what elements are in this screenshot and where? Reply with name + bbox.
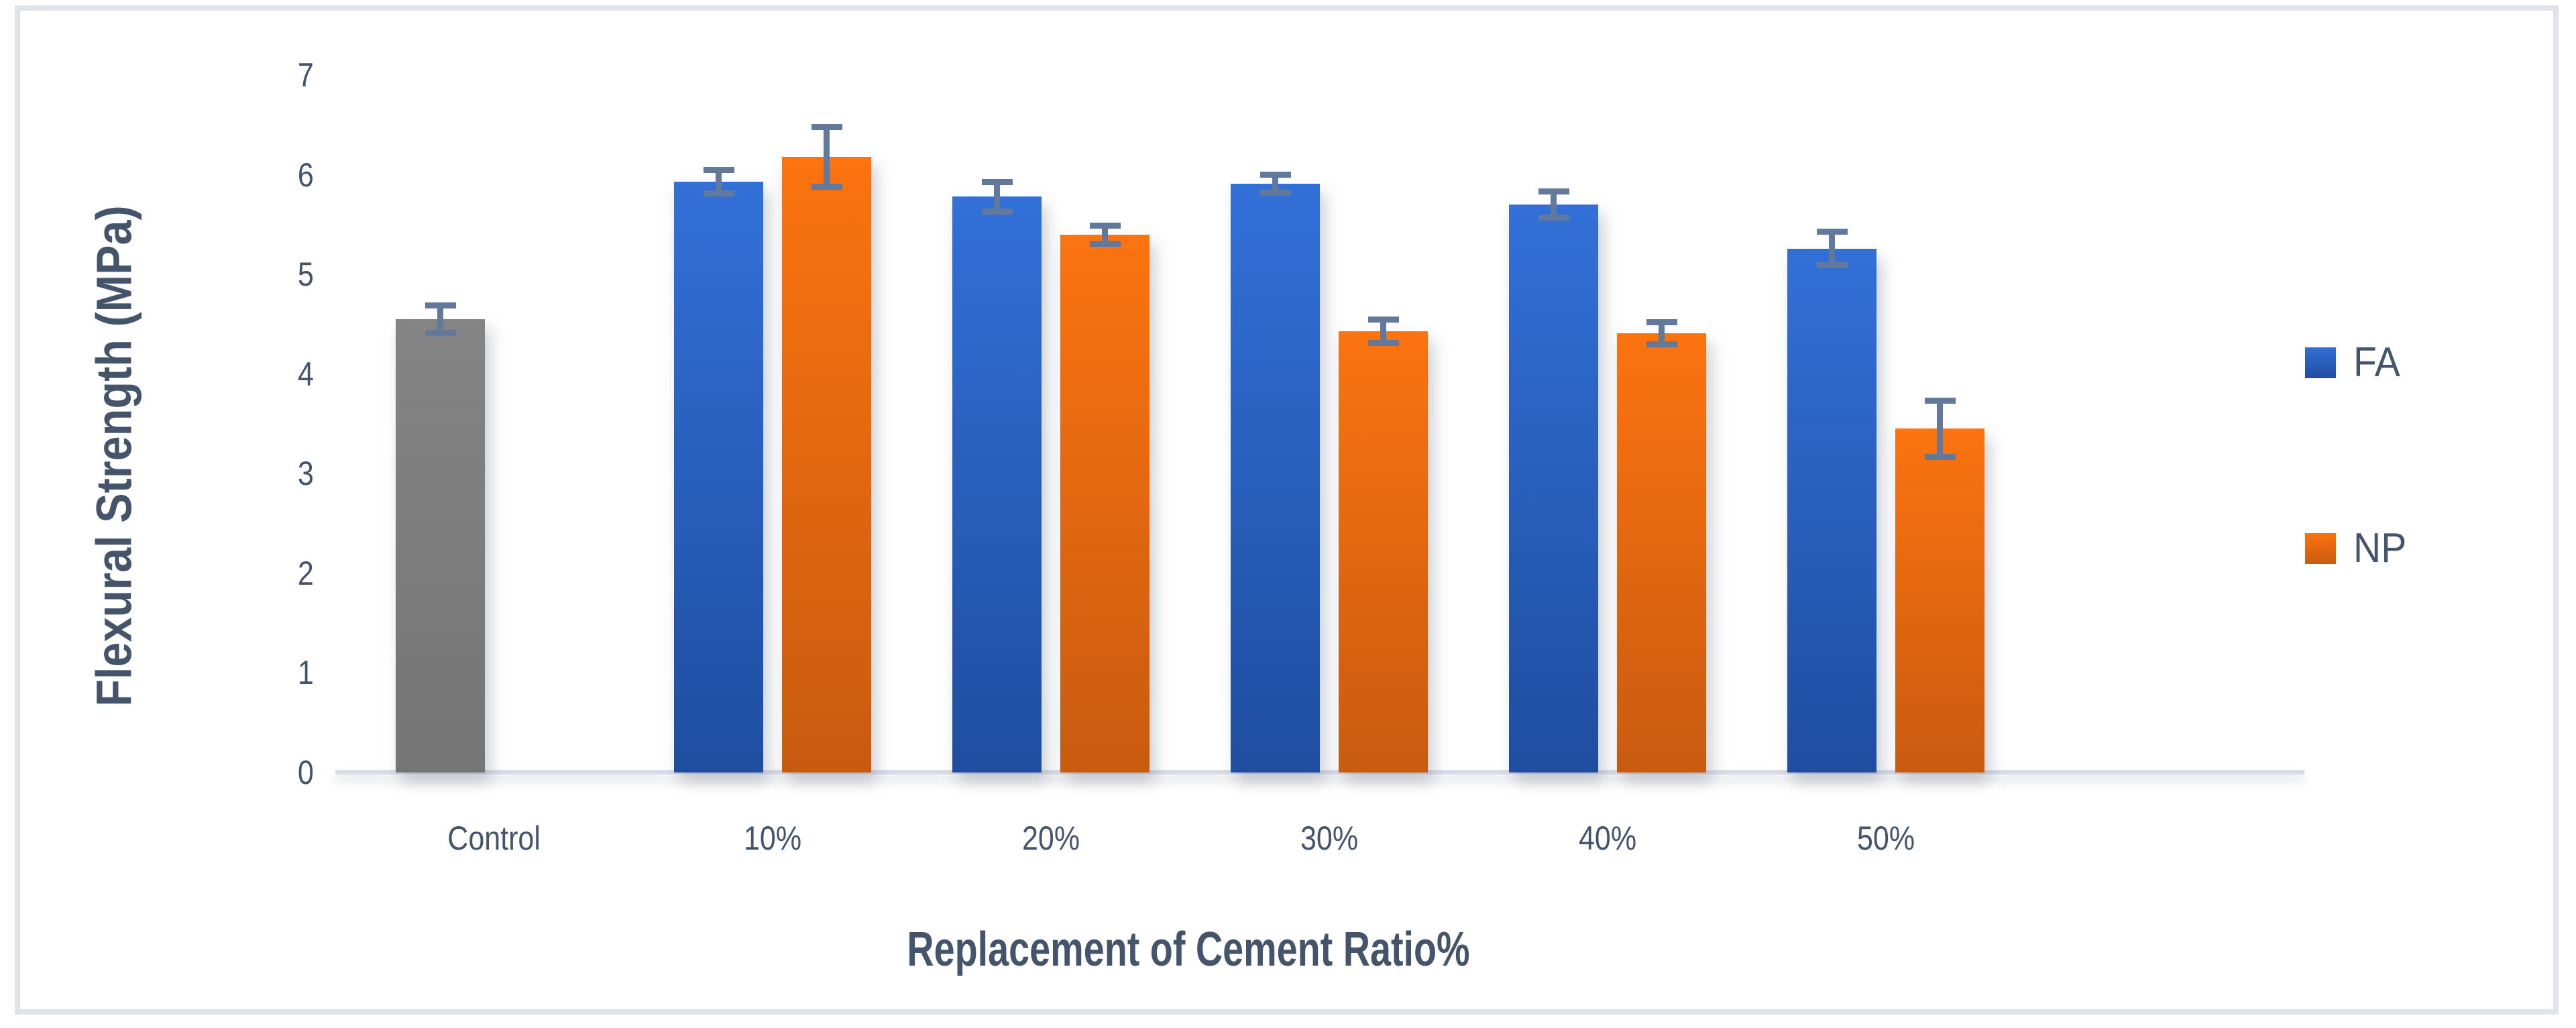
bar-fa-50pct — [1787, 249, 1877, 773]
error-bar-stem — [1659, 319, 1665, 347]
legend-item-np: NP — [2305, 524, 2411, 572]
error-bar-cap-top — [1816, 228, 1848, 235]
y-tick-label-3: 3 — [298, 455, 314, 493]
y-tick-label-2: 2 — [298, 554, 314, 592]
x-category-label-30pct: 30% — [1300, 819, 1359, 857]
x-axis-title-text: Replacement of Cement Ratio% — [907, 923, 1470, 976]
error-bar-cap-top — [1259, 172, 1291, 178]
error-bar-cap-bottom — [1646, 341, 1677, 347]
bar-fa-40pct — [1509, 205, 1598, 773]
error-bar-cap-top — [1538, 188, 1569, 195]
error-bar-cap-bottom — [811, 183, 842, 190]
y-tick-label-6: 6 — [298, 156, 314, 194]
legend-label-np: NP — [2353, 525, 2407, 571]
y-axis-title: Flexural Strength (MPa) — [86, 205, 142, 707]
error-bar-cap-bottom — [703, 190, 734, 197]
bar-np-50pct — [1895, 429, 1984, 773]
np-legend-swatch-icon — [2305, 532, 2336, 564]
error-bar-stem — [1937, 398, 1943, 460]
error-bar-cap-bottom — [425, 330, 456, 337]
error-bar-cap-top — [425, 302, 456, 308]
x-category-label-10pct: 10% — [743, 819, 802, 857]
error-bar-stem — [716, 166, 722, 197]
legend-item-fa: FA — [2305, 339, 2404, 386]
error-bar-cap-top — [703, 166, 734, 173]
error-bar-cap-top — [1646, 319, 1677, 325]
error-bar-cap-bottom — [1259, 189, 1291, 196]
bar-fa-10pct — [674, 182, 763, 773]
x-category-label-control: Control — [447, 819, 541, 857]
error-bar-cap-top — [1367, 316, 1399, 323]
fa-legend-swatch-icon — [2305, 347, 2336, 378]
error-bar-stem — [824, 123, 830, 190]
error-bar-stem — [994, 178, 1000, 215]
y-tick-label-4: 4 — [298, 355, 314, 393]
error-bar-cap-top — [1924, 398, 1956, 404]
error-bar-stem — [437, 302, 443, 337]
bar-fa-30pct — [1231, 184, 1320, 773]
x-category-label-40pct: 40% — [1578, 819, 1637, 857]
error-bar-cap-top — [811, 123, 842, 130]
bar-np-10pct — [782, 157, 871, 773]
error-bar-stem — [1829, 228, 1835, 269]
error-bar-stem — [1551, 188, 1557, 221]
bar-fa-control — [396, 319, 485, 773]
y-tick-label-0: 0 — [298, 754, 314, 791]
x-category-label-50pct: 50% — [1856, 819, 1915, 857]
error-bar-cap-top — [981, 178, 1013, 185]
legend-label-fa: FA — [2353, 339, 2400, 386]
y-tick-label-5: 5 — [298, 255, 314, 294]
error-bar-cap-bottom — [1924, 453, 1956, 460]
bar-fa-20pct — [952, 196, 1042, 773]
x-category-label-20pct: 20% — [1021, 819, 1080, 857]
error-bar-stem — [1102, 222, 1108, 247]
bar-np-40pct — [1617, 333, 1706, 773]
x-axis-line — [335, 770, 2304, 775]
bar-np-30pct — [1339, 331, 1428, 773]
error-bar-cap-bottom — [1367, 340, 1399, 347]
error-bar-stem — [1380, 316, 1386, 347]
error-bar-cap-bottom — [1089, 240, 1121, 247]
y-tick-label-1: 1 — [298, 654, 314, 692]
error-bar-cap-bottom — [1816, 262, 1848, 269]
error-bar-cap-bottom — [1538, 214, 1569, 221]
y-tick-label-7: 7 — [298, 56, 314, 94]
plot-area — [335, 75, 2304, 773]
error-bar-cap-bottom — [981, 209, 1013, 215]
x-axis-title: Replacement of Cement Ratio% — [861, 922, 1516, 977]
bar-np-20pct — [1060, 235, 1150, 773]
error-bar-cap-top — [1089, 222, 1121, 229]
error-bar-stem — [1272, 172, 1278, 196]
